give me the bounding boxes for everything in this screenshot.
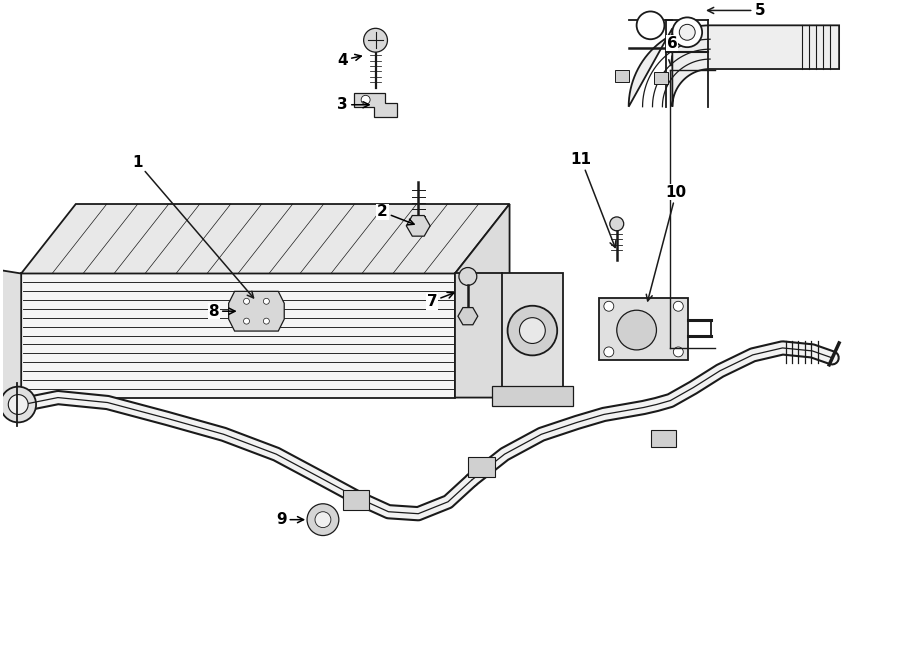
Circle shape xyxy=(604,301,614,311)
Polygon shape xyxy=(629,25,839,107)
Polygon shape xyxy=(343,490,369,510)
Circle shape xyxy=(0,387,36,422)
Text: 8: 8 xyxy=(209,304,235,318)
Circle shape xyxy=(519,318,545,344)
Text: 3: 3 xyxy=(338,97,369,113)
Polygon shape xyxy=(458,308,478,325)
Text: 2: 2 xyxy=(377,205,414,225)
Polygon shape xyxy=(229,291,284,331)
Circle shape xyxy=(361,95,370,104)
Circle shape xyxy=(610,217,624,231)
Polygon shape xyxy=(651,430,676,448)
Circle shape xyxy=(616,310,656,350)
Text: 9: 9 xyxy=(276,512,303,527)
Circle shape xyxy=(264,318,269,324)
Circle shape xyxy=(264,299,269,305)
Circle shape xyxy=(8,395,28,414)
Polygon shape xyxy=(468,457,495,477)
Circle shape xyxy=(315,512,331,528)
Text: 4: 4 xyxy=(338,52,361,68)
Circle shape xyxy=(364,28,388,52)
Text: 6: 6 xyxy=(667,36,678,51)
Text: 1: 1 xyxy=(132,155,254,298)
Circle shape xyxy=(307,504,338,536)
Circle shape xyxy=(508,306,557,355)
Circle shape xyxy=(636,11,664,39)
Polygon shape xyxy=(354,93,398,117)
Polygon shape xyxy=(22,204,509,273)
Polygon shape xyxy=(501,273,563,398)
Circle shape xyxy=(244,318,249,324)
Text: 11: 11 xyxy=(571,152,616,248)
Polygon shape xyxy=(615,70,629,82)
Text: 5: 5 xyxy=(707,3,765,18)
Circle shape xyxy=(459,267,477,285)
Text: 7: 7 xyxy=(427,293,454,308)
Circle shape xyxy=(604,347,614,357)
Polygon shape xyxy=(654,72,669,84)
Circle shape xyxy=(672,17,702,47)
Text: 10: 10 xyxy=(646,185,687,301)
Circle shape xyxy=(673,347,683,357)
Polygon shape xyxy=(406,216,430,236)
Polygon shape xyxy=(455,204,509,398)
Polygon shape xyxy=(491,386,573,406)
Polygon shape xyxy=(22,273,455,398)
Polygon shape xyxy=(0,265,22,406)
Circle shape xyxy=(680,24,695,40)
Circle shape xyxy=(673,301,683,311)
Polygon shape xyxy=(598,299,688,360)
Circle shape xyxy=(244,299,249,305)
